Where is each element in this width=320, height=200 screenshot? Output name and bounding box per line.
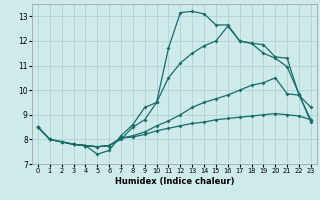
X-axis label: Humidex (Indice chaleur): Humidex (Indice chaleur) [115, 177, 234, 186]
